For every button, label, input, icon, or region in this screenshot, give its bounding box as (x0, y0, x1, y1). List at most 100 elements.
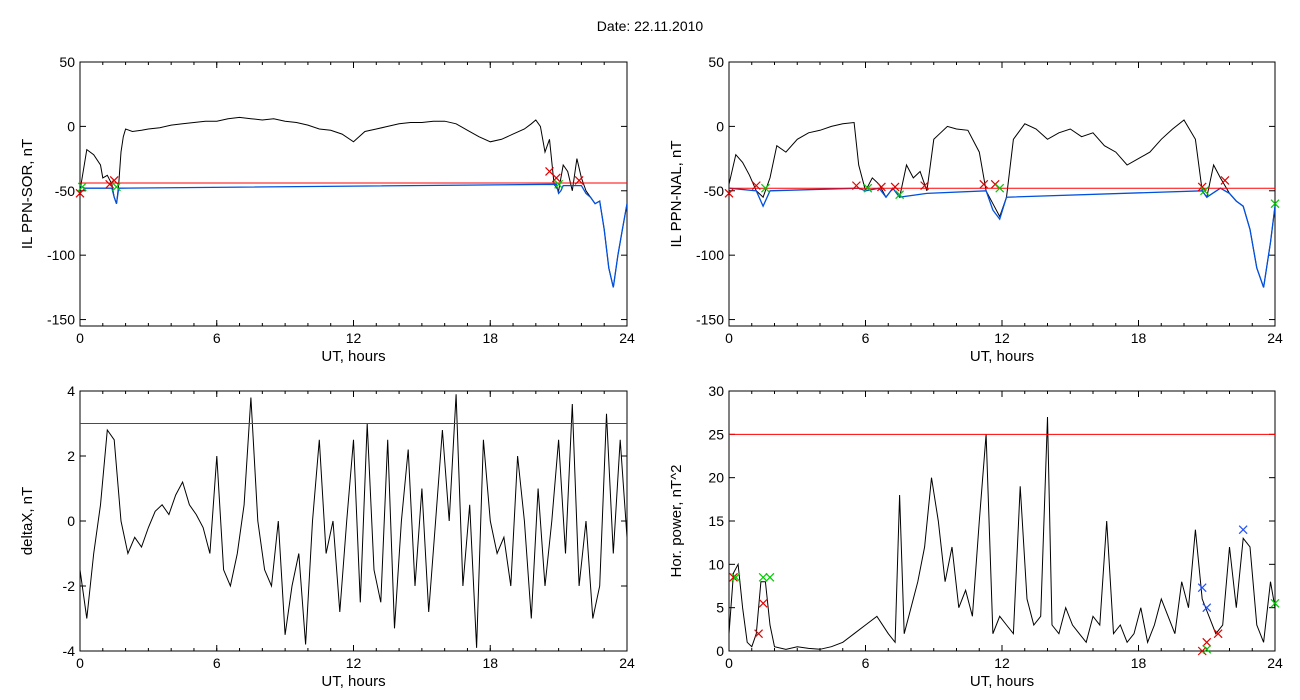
y-tick-label: -50 (704, 183, 724, 199)
x-tick-label: 12 (994, 330, 1010, 346)
x-tick-label: 0 (725, 655, 733, 671)
x-tick-label: 0 (725, 330, 733, 346)
y-tick-label: 4 (67, 383, 75, 399)
y-tick-label: -2 (63, 578, 76, 594)
chart-panel-4: 0 6 12 18 24 30 25 20 15 10 5 0 UT, hours Hor. power,… (668, 383, 1283, 690)
marker-green (1270, 199, 1280, 209)
marker-red (75, 188, 85, 198)
y-tick-label: 5 (716, 600, 724, 616)
plot-frame (79, 390, 628, 652)
y-tick-label: -100 (696, 247, 724, 263)
x-axis-label: UT, hours (970, 348, 1034, 365)
y-tick-label: 25 (708, 426, 724, 442)
marker-red (890, 182, 900, 192)
marker-green (731, 572, 741, 582)
y-tick-label: 50 (708, 54, 724, 70)
marker-green (1200, 186, 1209, 196)
marker-green (554, 179, 564, 189)
y-tick-label: 0 (67, 118, 75, 134)
marker-green (863, 183, 873, 193)
y-tick-label: -150 (696, 312, 724, 328)
marker-red (1202, 637, 1212, 647)
y-tick-label: 0 (716, 643, 724, 659)
x-tick-label: 24 (1267, 330, 1283, 346)
series-line-1 (729, 119, 1275, 288)
marker-red (851, 181, 861, 191)
x-tick-label: 12 (346, 330, 362, 346)
plot-area (80, 116, 627, 288)
x-tick-label: 12 (346, 655, 362, 671)
marker-green (1270, 598, 1280, 608)
y-axis-label: Hor. power, nT^2 (668, 465, 685, 578)
x-tick-label: 18 (1131, 655, 1147, 671)
plot-frame (728, 61, 1276, 327)
x-tick-label: 18 (1131, 330, 1147, 346)
marker-green (995, 183, 1005, 193)
chart-panel-1: 0 6 12 18 24 50 0 -50 -100 -150 UT, hours IL PPN-SO… (19, 54, 635, 365)
x-tick-label: 0 (76, 655, 84, 671)
y-tick-label: 30 (708, 383, 724, 399)
x-tick-label: 18 (482, 655, 498, 671)
marker-red (979, 179, 989, 189)
y-tick-label: 10 (708, 556, 724, 572)
x-tick-label: 6 (862, 655, 870, 671)
chart-panel-2: 0 6 12 18 24 50 0 -50 -100 -150 UT, hours IL PPN-NA… (668, 54, 1283, 365)
page-title: Date: 22.11.2010 (596, 18, 704, 34)
marker-red (551, 173, 561, 183)
marker-red (1213, 629, 1223, 639)
marker-red (1220, 176, 1230, 185)
marker-green (758, 572, 768, 582)
x-tick-label: 24 (619, 330, 635, 346)
marker-green (112, 182, 121, 192)
marker-blue (1197, 583, 1207, 593)
chart-panel-3: 0 6 12 18 24 4 2 0 -2 -4 UT, hours deltaX, nT (19, 383, 635, 690)
y-axis-label: IL PPN-NAL, nT (668, 141, 685, 248)
marker-red (109, 176, 119, 185)
marker-red (1197, 646, 1207, 656)
y-axis-label: IL PPN-SOR, nT (19, 139, 36, 249)
marker-red (574, 176, 584, 185)
marker-green (77, 182, 87, 192)
plot-area (729, 416, 1275, 650)
y-axis-label: deltaX, nT (19, 487, 36, 555)
x-tick-label: 24 (619, 655, 635, 671)
segment-line (729, 187, 1275, 288)
plot-frame (728, 390, 1276, 652)
x-tick-label: 6 (213, 655, 221, 671)
x-tick-label: 6 (862, 330, 870, 346)
y-tick-label: -50 (55, 183, 75, 199)
x-axis-label: UT, hours (321, 348, 385, 365)
x-axis-label: UT, hours (321, 673, 385, 690)
marker-red (877, 182, 886, 192)
marker-red (729, 572, 738, 582)
y-tick-label: -150 (47, 312, 75, 328)
x-tick-label: 18 (482, 330, 498, 346)
marker-green (765, 572, 775, 582)
x-tick-label: 24 (1267, 655, 1283, 671)
series-line-1 (80, 394, 627, 648)
marker-red (758, 598, 768, 608)
plot-area (729, 119, 1275, 288)
marker-red (751, 181, 761, 191)
y-tick-label: -4 (63, 643, 76, 659)
x-tick-label: 0 (76, 330, 84, 346)
marker-red (724, 188, 734, 198)
y-tick-label: 2 (67, 448, 75, 464)
y-tick-label: 0 (716, 118, 724, 134)
marker-red (920, 181, 930, 191)
y-tick-label: 50 (59, 54, 75, 70)
marker-green (895, 190, 905, 200)
y-tick-label: 20 (708, 470, 724, 486)
x-axis-label: UT, hours (970, 673, 1034, 690)
marker-blue (1238, 525, 1248, 535)
series-line-1 (80, 116, 627, 288)
marker-blue (1202, 603, 1212, 613)
segment-line (80, 183, 627, 288)
series-line-1 (729, 416, 1275, 650)
y-tick-label: 15 (708, 513, 724, 529)
x-tick-label: 6 (213, 330, 221, 346)
y-tick-label: -100 (47, 247, 75, 263)
y-tick-label: 0 (67, 513, 75, 529)
marker-green (1202, 644, 1212, 654)
